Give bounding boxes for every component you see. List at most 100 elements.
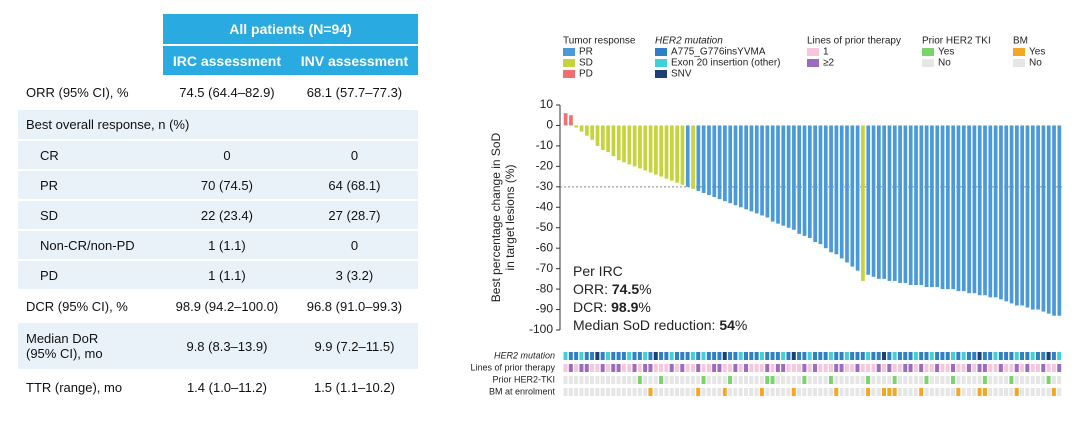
track-cell [611, 364, 616, 372]
annotation-part: 54 [719, 317, 735, 333]
track-cell [637, 376, 642, 384]
track-cell [802, 376, 807, 384]
bar [908, 125, 913, 285]
bar [946, 125, 950, 290]
annotation-part: % [638, 299, 650, 315]
track-cell [903, 376, 908, 384]
track-cell [765, 352, 770, 360]
track-cell [1046, 364, 1051, 372]
track-cell [690, 376, 695, 384]
track-cell [828, 388, 833, 396]
track-cell [1009, 364, 1014, 372]
track-cell [621, 364, 626, 372]
track-cell [892, 352, 897, 360]
bar [845, 125, 849, 263]
bar [924, 125, 929, 288]
legend-swatch [563, 59, 575, 67]
track-cell [908, 388, 913, 396]
track-cell [855, 352, 860, 360]
track-cell [1030, 352, 1035, 360]
track-cell [956, 364, 961, 372]
track-cell [797, 376, 802, 384]
bar [813, 125, 818, 243]
track-cell [712, 388, 717, 396]
track-cell [590, 388, 595, 396]
bar [643, 125, 648, 171]
table-cell: 68.1 (57.7–77.3) [290, 76, 418, 110]
track-cell [786, 388, 791, 396]
y-tick-label: -70 [536, 261, 554, 275]
y-tick-label: -20 [536, 159, 554, 173]
track-cell [908, 364, 913, 372]
bar [1020, 125, 1025, 306]
bar [696, 125, 701, 191]
track-cell [908, 352, 913, 360]
track-cell [866, 376, 871, 384]
track-cell [956, 352, 961, 360]
track-cell [897, 364, 902, 372]
track-cell [738, 352, 743, 360]
track-cell [600, 388, 605, 396]
track-cell [919, 376, 924, 384]
track-cell [882, 376, 887, 384]
track-cell [717, 364, 722, 372]
track-cell [595, 388, 600, 396]
track-cell [818, 376, 823, 384]
track-cell [616, 388, 621, 396]
table-cell: 27 (28.7) [290, 200, 418, 231]
legend-label: SD [579, 58, 593, 69]
track-cell [956, 376, 961, 384]
track-cell [728, 364, 733, 372]
track-cell [669, 376, 674, 384]
bar [823, 125, 828, 249]
track-cell [574, 352, 579, 360]
table-row: IRC assessment INV assessment [18, 45, 418, 77]
track-cell [828, 364, 833, 372]
track-cell [669, 352, 674, 360]
table-cell: 3 (3.2) [290, 260, 418, 291]
track-cell [717, 388, 722, 396]
bar [648, 125, 653, 173]
bar [760, 125, 764, 216]
track-cell [823, 376, 828, 384]
track-cell [839, 364, 844, 372]
track-cell [791, 364, 796, 372]
track-cell [643, 388, 648, 396]
track-cell [1051, 388, 1056, 396]
track-cell [749, 376, 754, 384]
track-cell [951, 352, 956, 360]
bar [627, 125, 632, 165]
track-cell [717, 352, 722, 360]
track-cell [568, 376, 573, 384]
annotation: Per IRC [573, 263, 623, 279]
y-tick-label: -50 [536, 220, 554, 234]
track-cell [897, 376, 902, 384]
track-cell [1004, 364, 1009, 372]
track-cell [1035, 364, 1040, 372]
track-cell [664, 352, 669, 360]
track-cell [966, 364, 971, 372]
track-cell [961, 352, 966, 360]
bar [988, 125, 993, 298]
track-cell [903, 388, 908, 396]
track-cell [807, 376, 812, 384]
track-cell [722, 364, 727, 372]
bar [590, 125, 595, 140]
track-cell [786, 364, 791, 372]
track-cell [1035, 376, 1040, 384]
y-tick-label: -40 [536, 199, 554, 213]
track-cell [998, 352, 1003, 360]
track-cell [781, 364, 786, 372]
track-cell [1057, 352, 1062, 360]
track-cell [940, 388, 945, 396]
table-row: Best overall response, n (%) [18, 109, 418, 141]
track-label: HER2 mutation [494, 350, 555, 360]
track-cell [850, 388, 855, 396]
track-cell [871, 364, 876, 372]
track-cell [998, 388, 1003, 396]
track-cell [743, 352, 748, 360]
track-cell [611, 352, 616, 360]
table-cell: ORR (95% CI), % [18, 76, 163, 110]
track-cell [643, 352, 648, 360]
